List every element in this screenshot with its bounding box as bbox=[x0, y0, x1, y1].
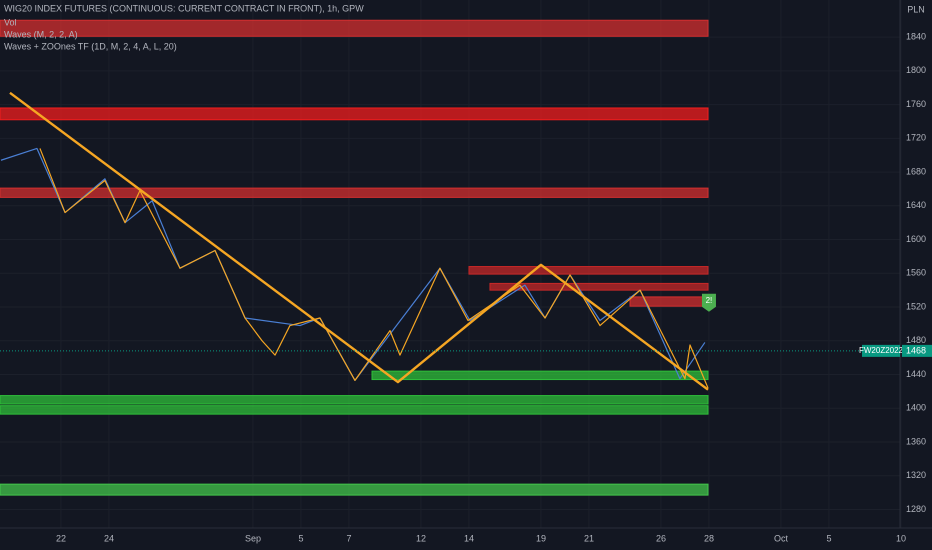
chart-title: WIG20 INDEX FUTURES (CONTINUOUS: CURRENT… bbox=[4, 3, 364, 13]
y-tick-label: 1440 bbox=[906, 369, 926, 379]
zone bbox=[371, 370, 709, 381]
x-tick-label: 10 bbox=[896, 533, 906, 543]
y-tick-label: 1520 bbox=[906, 301, 926, 311]
zone bbox=[489, 282, 709, 291]
y-tick-label: 1600 bbox=[906, 234, 926, 244]
x-tick-label: 22 bbox=[56, 533, 66, 543]
y-tick-label: 1640 bbox=[906, 200, 926, 210]
signal-marker bbox=[701, 293, 716, 312]
zones bbox=[0, 19, 709, 496]
y-tick-label: 1760 bbox=[906, 99, 926, 109]
x-tick-label: 7 bbox=[346, 533, 351, 543]
zone bbox=[0, 405, 709, 415]
x-tick-label: 19 bbox=[536, 533, 546, 543]
axes: 1280 1320 1360 1400 1440 1480 1520 1560 1600 1640… bbox=[56, 31, 932, 543]
indicator-label: Vol bbox=[4, 17, 17, 27]
symbol-badge bbox=[862, 344, 900, 357]
price-badge bbox=[902, 344, 932, 357]
x-tick-label: 24 bbox=[104, 533, 114, 543]
zone bbox=[0, 483, 709, 496]
indicator-label: Waves (M, 2, 2, A) bbox=[4, 29, 78, 39]
zone bbox=[0, 19, 709, 37]
zone bbox=[0, 187, 709, 198]
y-tick-label: 1560 bbox=[906, 268, 926, 278]
wave-line bbox=[9, 91, 709, 391]
x-tick-label: Oct bbox=[774, 533, 789, 543]
price-label: 1468 bbox=[906, 345, 926, 355]
y-tick-label: 1280 bbox=[906, 504, 926, 514]
x-tick-label: 12 bbox=[416, 533, 426, 543]
x-tick-label: 14 bbox=[464, 533, 474, 543]
y-tick-label: 1320 bbox=[906, 470, 926, 480]
x-tick-label: 26 bbox=[656, 533, 666, 543]
zone bbox=[468, 266, 709, 275]
signal-label: 2! bbox=[706, 296, 713, 305]
grid bbox=[0, 0, 901, 528]
zone bbox=[0, 395, 709, 405]
y-tick-label: 1680 bbox=[906, 166, 926, 176]
x-tick-label: 21 bbox=[584, 533, 594, 543]
y-tick-label: 1400 bbox=[906, 403, 926, 413]
y-tick-label: 1800 bbox=[906, 65, 926, 75]
y-tick-label: 1840 bbox=[906, 31, 926, 41]
symbol-label: FW20Z2022 bbox=[859, 346, 904, 355]
zone bbox=[0, 107, 709, 121]
x-tick-label: Sep bbox=[245, 533, 261, 543]
y-tick-label: 1720 bbox=[906, 133, 926, 143]
currency-label: PLN bbox=[907, 4, 925, 14]
x-tick-label: 5 bbox=[298, 533, 303, 543]
y-tick-label: 1360 bbox=[906, 436, 926, 446]
wave-lines: 2! bbox=[0, 91, 900, 391]
y-tick-label: 1480 bbox=[906, 335, 926, 345]
zone bbox=[629, 296, 709, 307]
x-tick-label: 5 bbox=[826, 533, 831, 543]
x-tick-label: 28 bbox=[704, 533, 714, 543]
indicator-label: Waves + ZOOnes TF (1D, M, 2, 4, A, L, 20… bbox=[4, 41, 177, 51]
